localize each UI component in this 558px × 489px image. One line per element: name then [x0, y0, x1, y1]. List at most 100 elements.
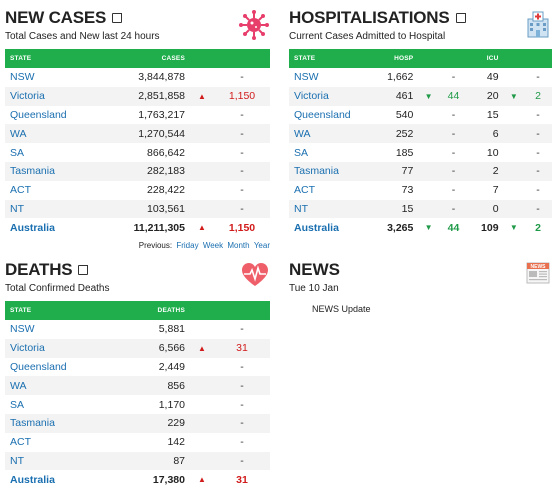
change-value: -: [240, 184, 244, 197]
trend-none: [190, 433, 214, 452]
trend-none: [190, 106, 214, 125]
state-name-link[interactable]: Queensland: [10, 360, 67, 373]
hosp-value: 540: [395, 108, 414, 121]
trend-none: [190, 452, 214, 471]
table-total-row: Australia 3,265 ▼ 44 109 ▼ 2: [289, 218, 552, 238]
table-row: Tasmania 229 -: [5, 413, 270, 433]
column-header-icu-trend: [504, 49, 524, 68]
column-header-hosp-change: [439, 49, 468, 68]
state-name-link[interactable]: SA: [294, 146, 309, 159]
trend-none: [418, 162, 438, 181]
new-cases-subtitle: Total Cases and New last 24 hours: [5, 31, 160, 42]
deaths-value: 1,170: [158, 398, 185, 411]
cases-value: 2,851,858: [138, 90, 185, 103]
trend-none: [418, 68, 438, 87]
hospitalisations-table: STATE HOSP ICU NSW 1,662 - 49 - Victoria 461 ▼ 4…: [289, 49, 552, 238]
hospitalisations-title[interactable]: HOSPITALISATIONS: [289, 8, 552, 28]
deaths-value: 6,566: [158, 342, 185, 355]
table-row: NT 87 -: [5, 451, 270, 471]
state-name-link[interactable]: Victoria: [10, 90, 45, 103]
icu-value: 10: [486, 146, 499, 159]
state-name-link[interactable]: ACT: [10, 184, 31, 197]
previous-month-link[interactable]: Month: [227, 241, 250, 251]
deaths-value: 5,881: [158, 323, 185, 336]
previous-year-link[interactable]: Year: [253, 241, 270, 251]
newspaper-icon-label: NEWS: [531, 264, 547, 270]
icu-value: 7: [492, 184, 499, 197]
column-header-state: STATE: [10, 55, 32, 62]
external-link-icon[interactable]: [78, 265, 89, 275]
icu-value: 2: [492, 165, 499, 178]
change-value: -: [240, 71, 244, 84]
state-name-link[interactable]: Queensland: [10, 108, 67, 121]
hosp-change-value: -: [451, 165, 456, 178]
state-name-link[interactable]: Victoria: [294, 90, 329, 103]
hosp-value: 185: [395, 146, 414, 159]
table-row: WA 252 - 6 -: [289, 124, 552, 144]
change-value: -: [240, 108, 244, 121]
icu-change-value: -: [536, 71, 540, 84]
state-name-link[interactable]: NSW: [10, 71, 35, 84]
icu-change-value: -: [536, 146, 540, 159]
table-row: NSW 3,844,878 -: [5, 68, 270, 87]
state-name-link[interactable]: Tasmania: [294, 165, 339, 178]
column-header-state: STATE: [10, 307, 32, 314]
state-name-link[interactable]: NT: [294, 202, 308, 215]
trend-none: [504, 106, 524, 125]
state-name-link[interactable]: NT: [10, 202, 24, 215]
state-name-link[interactable]: WA: [294, 127, 311, 140]
table-row: NT 15 - 0 -: [289, 199, 552, 219]
state-name-link[interactable]: Queensland: [294, 108, 351, 121]
table-row: Queensland 2,449 -: [5, 358, 270, 377]
state-name-link[interactable]: WA: [10, 379, 27, 392]
trend-none: [190, 414, 214, 433]
news-date: Tue 10 Jan: [289, 283, 339, 294]
state-name-link[interactable]: ACT: [294, 184, 315, 197]
trend-none: [418, 106, 438, 125]
icu-change-value: 2: [535, 90, 541, 103]
previous-week-link[interactable]: Week: [202, 241, 224, 251]
table-row: SA 866,642 -: [5, 143, 270, 162]
trend-none: [190, 124, 214, 143]
change-value: -: [240, 146, 244, 159]
deaths-value: 87: [173, 454, 185, 467]
change-value: -: [240, 202, 244, 215]
state-name-link[interactable]: NT: [10, 454, 24, 467]
state-name-link[interactable]: Victoria: [10, 342, 45, 355]
icu-change-value: -: [536, 108, 540, 121]
hosp-value: 252: [395, 127, 414, 140]
deaths-title[interactable]: DEATHS: [5, 260, 270, 280]
news-item[interactable]: NEWS Update: [312, 304, 371, 314]
trend-none: [504, 162, 524, 181]
column-header-cases: CASES: [161, 55, 185, 62]
previous-friday-link[interactable]: Friday: [176, 241, 199, 251]
state-name-link[interactable]: SA: [10, 398, 25, 411]
change-value: -: [240, 127, 244, 140]
newspaper-icon: NEWS: [526, 262, 550, 284]
icu-value: 49: [486, 71, 499, 84]
table-row: SA 1,170 -: [5, 395, 270, 414]
external-link-icon[interactable]: [455, 13, 466, 23]
state-name-link[interactable]: NSW: [294, 71, 319, 84]
table-total-row: Australia 11,211,305 ▲ 1,150: [5, 218, 270, 238]
state-name-link[interactable]: WA: [10, 127, 27, 140]
previous-label: Previous:: [138, 241, 173, 251]
icu-change-value: -: [536, 184, 540, 197]
state-name-link[interactable]: Australia: [294, 221, 339, 234]
new-cases-title[interactable]: NEW CASES: [5, 8, 270, 28]
table-row: Victoria 461 ▼ 44 20 ▼ 2: [289, 86, 552, 106]
state-name-link[interactable]: Australia: [10, 221, 55, 234]
state-name-link[interactable]: SA: [10, 146, 25, 159]
state-name-link[interactable]: ACT: [10, 436, 31, 449]
change-value: -: [240, 398, 244, 411]
state-name-link[interactable]: NSW: [10, 323, 35, 336]
change-value: -: [240, 323, 244, 336]
state-name-link[interactable]: Tasmania: [10, 417, 55, 430]
trend-none: [190, 143, 214, 162]
hosp-change-value: -: [451, 202, 456, 215]
trend-none: [418, 124, 438, 143]
external-link-icon[interactable]: [112, 13, 123, 23]
previous-links: Previous: Friday Week Month Year: [5, 241, 270, 250]
table-row: Queensland 540 - 15 -: [289, 106, 552, 125]
state-name-link[interactable]: Tasmania: [10, 165, 55, 178]
